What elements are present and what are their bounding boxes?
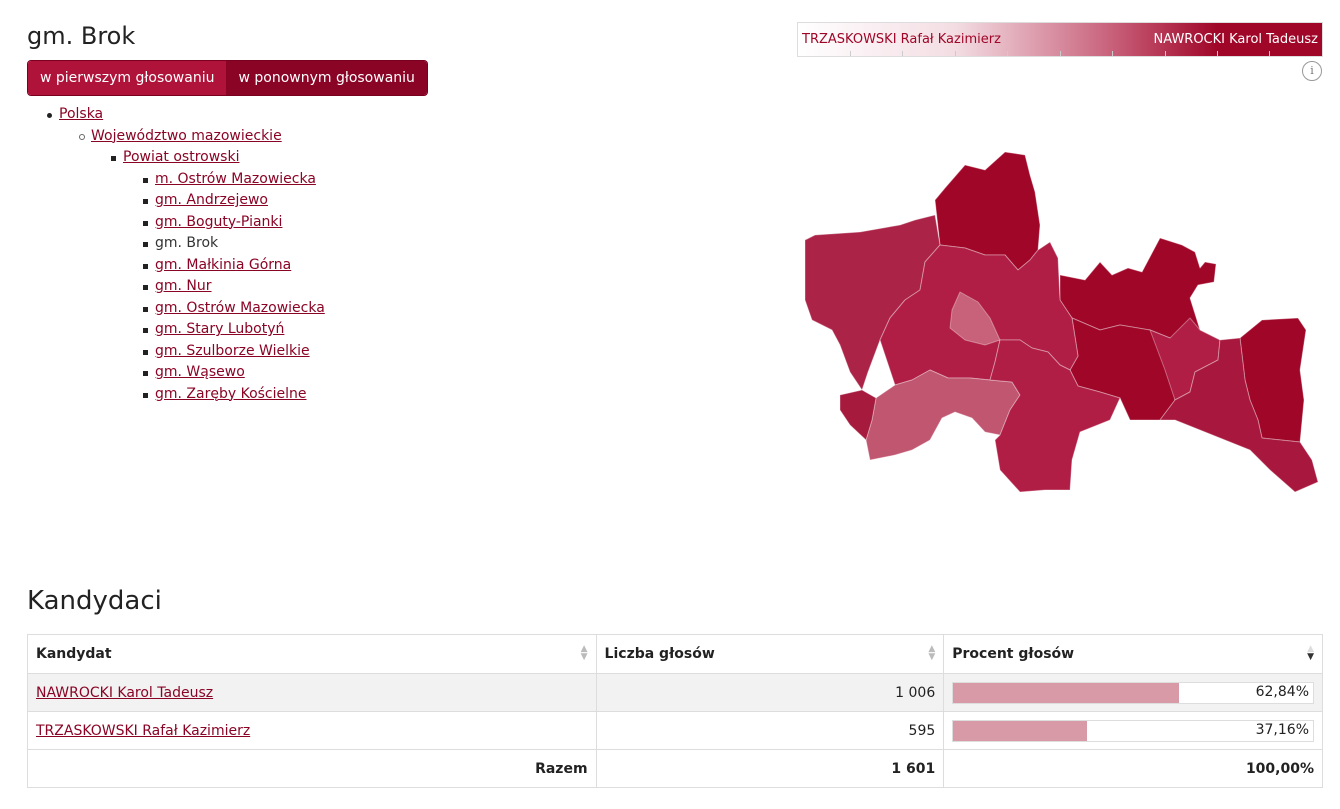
table-row: TRZASKOWSKI Rafał Kazimierz 595 37,16% [27, 711, 1323, 750]
link-gmina[interactable]: gm. Małkinia Górna [155, 256, 292, 273]
tree-item-gmina: gm. Wąsewo [27, 362, 325, 384]
percent-cell: 37,16% [943, 711, 1323, 750]
map-region-brok[interactable] [949, 291, 1001, 346]
total-votes: 1 601 [595, 749, 945, 788]
tab-first-round[interactable]: w pierwszym głosowaniu [28, 61, 227, 95]
candidate-link[interactable]: NAWROCKI Karol Tadeusz [36, 684, 214, 701]
legend-left-label: TRZASKOWSKI Rafał Kazimierz [802, 32, 1001, 47]
candidate-cell: NAWROCKI Karol Tadeusz [27, 673, 597, 712]
tree-item-voivodeship: Województwo mazowieckie [27, 126, 325, 148]
legend-ticks [798, 51, 1322, 56]
votes-cell: 595 [595, 711, 945, 750]
percent-bar: 37,16% [952, 719, 1314, 742]
candidates-heading: Kandydaci [27, 586, 162, 616]
map-region[interactable] [839, 389, 877, 441]
tree-item-county: Powiat ostrowski [27, 147, 325, 169]
tree-item-gmina: gm. Boguty-Pianki [27, 212, 325, 234]
tree-item-gmina-current: gm. Brok [27, 233, 325, 255]
tree-item-country: Polska [27, 104, 325, 126]
tree-item-gmina: gm. Szulborze Wielkie [27, 341, 325, 363]
map-region[interactable] [865, 369, 1021, 461]
link-gmina[interactable]: gm. Wąsewo [155, 364, 245, 380]
link-gmina[interactable]: gm. Stary Lubotyń [155, 321, 285, 337]
link-gmina[interactable]: gm. Andrzejewo [155, 192, 268, 208]
table-row: NAWROCKI Karol Tadeusz 1 006 62,84% [27, 673, 1323, 712]
candidate-cell: TRZASKOWSKI Rafał Kazimierz [27, 711, 597, 750]
votes-cell: 1 006 [595, 673, 945, 712]
percent-cell: 62,84% [943, 673, 1323, 712]
percent-bar-fill [953, 720, 1087, 741]
total-row: Razem 1 601 100,00% [27, 749, 1323, 788]
link-gmina[interactable]: gm. Boguty-Pianki [155, 213, 283, 230]
link-gmina[interactable]: gm. Zaręby Kościelne [155, 385, 307, 402]
county-map [804, 151, 1319, 493]
link-gmina[interactable]: gm. Ostrów Mazowiecka [155, 299, 325, 316]
tree-item-gmina: gm. Stary Lubotyń [27, 319, 325, 341]
page-title: gm. Brok [27, 22, 136, 50]
percent-bar: 62,84% [952, 681, 1314, 704]
header-candidate[interactable]: Kandydat ▲ ▼ [27, 634, 597, 674]
tree-item-gmina: gm. Andrzejewo [27, 190, 325, 212]
total-percent: 100,00% [943, 749, 1323, 788]
candidates-table: Kandydat ▲ ▼ Liczba głosów ▲ ▼ Procent gło… [27, 634, 1323, 788]
map-region[interactable] [989, 339, 1121, 493]
candidate-link[interactable]: TRZASKOWSKI Rafał Kazimierz [36, 722, 251, 739]
map-region[interactable] [1069, 317, 1176, 421]
sort-icon[interactable]: ▲ ▼ [928, 644, 936, 662]
region-tree: Polska Województwo mazowieckie Powiat os… [27, 104, 325, 405]
link-gmina[interactable]: gm. Nur [155, 278, 212, 294]
round-tabs: w pierwszym głosowaniu w ponownym głosow… [27, 60, 428, 96]
header-percent[interactable]: Procent głosów ▲ ▼ [943, 634, 1323, 674]
tree-item-gmina: gm. Małkinia Górna [27, 255, 325, 277]
percent-bar-fill [953, 682, 1180, 703]
tab-second-round[interactable]: w ponownym głosowaniu [226, 61, 427, 95]
tree-item-gmina: gm. Zaręby Kościelne [27, 384, 325, 406]
link-gmina[interactable]: m. Ostrów Mazowiecka [155, 170, 316, 187]
current-gmina-label: gm. Brok [155, 235, 219, 251]
info-icon[interactable]: i [1302, 61, 1322, 81]
sort-desc-icon[interactable]: ▲ ▼ [1307, 644, 1314, 662]
percent-value: 37,16% [1255, 721, 1309, 738]
tree-item-gmina: gm. Ostrów Mazowiecka [27, 298, 325, 320]
tree-item-gmina: m. Ostrów Mazowiecka [27, 169, 325, 191]
link-voivodeship[interactable]: Województwo mazowieckie [91, 127, 282, 144]
link-gmina[interactable]: gm. Szulborze Wielkie [155, 342, 310, 359]
sort-icon[interactable]: ▲ ▼ [580, 644, 588, 662]
percent-value: 62,84% [1255, 683, 1309, 700]
header-votes[interactable]: Liczba głosów ▲ ▼ [595, 634, 945, 674]
color-scale-legend: TRZASKOWSKI Rafał Kazimierz NAWROCKI Kar… [797, 22, 1323, 57]
link-county[interactable]: Powiat ostrowski [123, 149, 240, 165]
tree-item-gmina: gm. Nur [27, 276, 325, 298]
map-region[interactable] [1159, 337, 1319, 493]
total-label: Razem [27, 749, 597, 788]
legend-right-label: NAWROCKI Karol Tadeusz [1153, 32, 1318, 47]
link-country[interactable]: Polska [59, 106, 104, 122]
